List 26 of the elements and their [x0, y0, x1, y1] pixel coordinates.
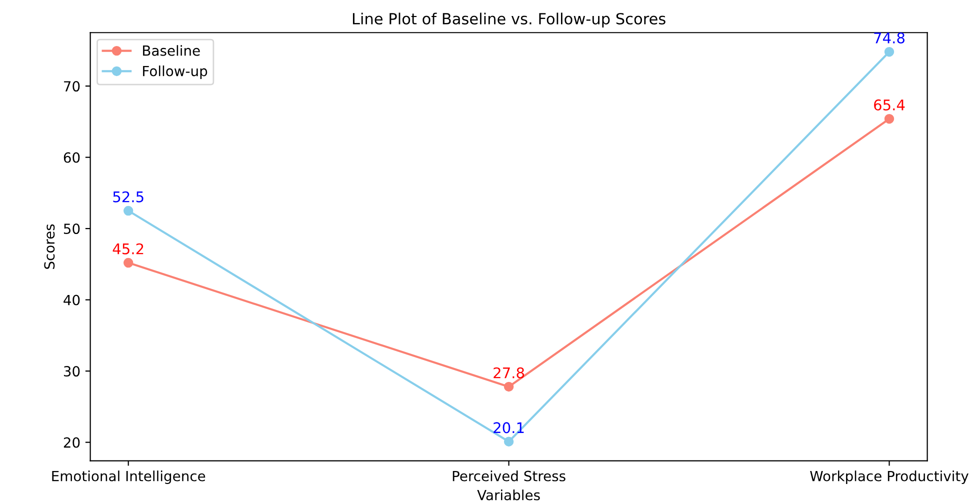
y-tick-label: 50: [64, 224, 80, 234]
y-tick-label: 40: [64, 294, 80, 306]
point: [504, 436, 514, 446]
y-tick-label: 30: [64, 366, 80, 377]
y-axis-title: Scores: [44, 224, 55, 269]
x-tick-label: Emotional Intelligence: [52, 470, 206, 484]
data-label: 65.4: [874, 99, 905, 110]
data-label: 52.5: [113, 191, 144, 202]
data-label: 45.2: [112, 243, 144, 254]
point: [504, 382, 514, 392]
point: [884, 114, 894, 124]
legend-label: Follow-up: [143, 66, 208, 79]
data-label: 20.1: [494, 422, 524, 434]
point: [884, 47, 894, 57]
y-tick-label: 70: [64, 81, 80, 92]
data-label: 27.8: [494, 367, 524, 378]
point: [123, 258, 134, 268]
x-tick-label: Workplace Productivity: [810, 470, 968, 484]
y-tick-label: 60: [64, 152, 80, 163]
legend-label: Baseline: [143, 45, 200, 56]
data-label: 74.8: [874, 32, 904, 44]
point: [123, 206, 134, 216]
y-tick-label: 20: [64, 437, 80, 448]
x-axis-title: Variables: [477, 490, 540, 500]
x-tick-label: Perceived Stress: [452, 470, 566, 482]
chart-title: Line Plot of Baseline vs. Follow-up Scores: [352, 12, 666, 28]
